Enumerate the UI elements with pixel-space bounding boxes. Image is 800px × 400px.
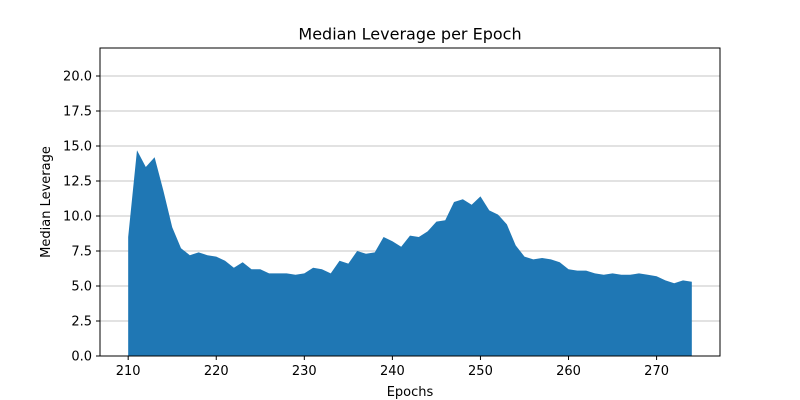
x-tick-label: 260 xyxy=(556,364,581,379)
plot-frame xyxy=(99,47,721,357)
y-tick-label: 12.5 xyxy=(63,175,92,190)
y-tick-label: 15.0 xyxy=(63,140,92,155)
area-series xyxy=(128,150,692,356)
x-tick-label: 240 xyxy=(380,364,405,379)
x-tick-label: 270 xyxy=(644,364,669,379)
x-tick-label: 210 xyxy=(116,364,141,379)
chart-title: Median Leverage per Epoch xyxy=(298,25,521,44)
y-tick-label: 0.0 xyxy=(71,350,92,365)
median-leverage-area xyxy=(128,150,692,356)
y-tick-label: 5.0 xyxy=(71,280,92,295)
x-axis-ticks: 210 220 230 240 250 260 270 xyxy=(116,356,669,379)
x-tick-label: 220 xyxy=(204,364,229,379)
y-tick-label: 7.5 xyxy=(71,245,92,260)
x-tick-label: 230 xyxy=(292,364,317,379)
x-axis-label: Epochs xyxy=(387,385,434,400)
y-axis-ticks: 0.0 2.5 5.0 7.5 10.0 12.5 15.0 17.5 20.0 xyxy=(63,70,100,365)
y-tick-label: 2.5 xyxy=(71,315,92,330)
x-tick-label: 250 xyxy=(468,364,493,379)
y-tick-label: 10.0 xyxy=(63,210,92,225)
y-tick-label: 20.0 xyxy=(63,70,92,85)
y-tick-label: 17.5 xyxy=(63,105,92,120)
y-axis-label: Median Leverage xyxy=(39,146,54,258)
